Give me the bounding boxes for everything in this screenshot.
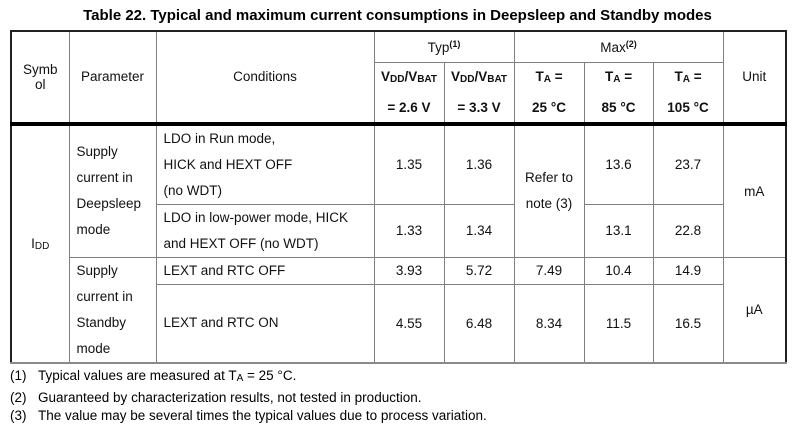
parameter-standby: Supply current in Standby mode	[68, 256, 157, 364]
text-line: 85 °C	[601, 99, 636, 115]
col-header-vdd-2v6: VDD/VBAT = 2.6 V	[373, 61, 445, 126]
footnote-ref-1: (1)	[449, 38, 461, 49]
text-line: LDO in Run mode,	[163, 130, 276, 146]
spec-table: Symb ol Parameter Conditions Typ(1) Max(…	[10, 30, 788, 364]
conditions-cell: LEXT and RTC OFF	[155, 256, 375, 285]
text-line: VDD/VBAT	[380, 68, 438, 85]
text-line: Deepsleep	[76, 196, 142, 211]
table-row: IDD Supply current in Deepsleep mode LDO…	[10, 123, 787, 364]
value-typ-2v6: 4.55	[373, 283, 445, 364]
footnote-text: Guaranteed by characterization results, …	[38, 389, 422, 405]
text-line: current in	[76, 288, 133, 304]
col-header-parameter: Parameter	[68, 30, 157, 126]
text-line: note (3)	[525, 196, 573, 211]
value-typ-2v6: 1.33	[373, 203, 445, 258]
footnotes: (1) Typical values are measured at TA = …	[10, 367, 795, 426]
col-header-typ: Typ(1)	[373, 30, 515, 63]
table-row: LDO in low-power mode, HICK and HEXT OFF…	[11, 203, 786, 258]
text-line: = 2.6 V	[387, 99, 431, 115]
value-typ-3v3: 6.48	[443, 283, 515, 364]
value-max-25: 8.34	[513, 283, 585, 364]
value-max-85: 10.4	[583, 256, 654, 285]
col-header-ta-25: TA = 25 °C	[513, 61, 585, 126]
table-title: Table 22. Typical and maximum current co…	[83, 7, 712, 24]
footnote-number: (2)	[10, 389, 27, 405]
conditions-cell: LDO in Run mode, HICK and HEXT OFF (no W…	[155, 123, 375, 205]
value-typ-3v3: 5.72	[443, 256, 515, 285]
text-line: Standby	[76, 314, 127, 330]
symbol-idd: IDD	[10, 123, 70, 364]
conditions-cell: LEXT and RTC ON	[155, 283, 375, 364]
value-max-25: 7.49	[513, 256, 585, 285]
text-line: Supply	[76, 144, 118, 159]
footnote-text: The value may be several times the typic…	[38, 408, 487, 423]
value-typ-3v3: 1.34	[443, 203, 515, 258]
text-line: current in	[76, 170, 133, 185]
value-max-85: 13.1	[583, 203, 654, 258]
footnote-1: (1) Typical values are measured at TA = …	[10, 367, 795, 389]
text-line: HICK and HEXT OFF	[163, 156, 293, 172]
value-max-105: 16.5	[652, 283, 724, 364]
value-typ-2v6: 3.93	[373, 256, 445, 285]
text-line: and HEXT OFF (no WDT)	[163, 235, 319, 251]
col-header-conditions: Conditions	[155, 30, 375, 126]
footnote-3: (3) The value may be several times the t…	[10, 407, 795, 426]
text-line: LDO in low-power mode, HICK	[163, 209, 349, 225]
text-line: TA =	[604, 68, 633, 85]
text-line: VDD/VBAT	[450, 68, 508, 85]
footnote-text: Typical values are measured at TA = 25 °…	[38, 368, 297, 384]
table-row: LEXT and RTC ON 4.55 6.48 8.34 11.5 16.5	[11, 283, 786, 364]
text-line: ol	[34, 76, 46, 92]
value-max-105: 22.8	[652, 203, 724, 258]
text-line: mode	[76, 222, 111, 237]
col-header-unit: Unit	[722, 30, 787, 126]
header-row-1: Symb ol Parameter Conditions Typ(1) Max(…	[10, 30, 787, 126]
conditions-cell: LDO in low-power mode, HICK and HEXT OFF…	[155, 203, 375, 258]
text-line: LEXT and RTC OFF	[163, 262, 286, 278]
unit-ua: µA	[722, 256, 787, 364]
footnote-number: (3)	[10, 408, 27, 423]
text-line: (no WDT)	[163, 182, 223, 198]
value-max-85: 13.6	[583, 123, 654, 205]
footnote-number: (1)	[10, 368, 27, 383]
header-row-2: VDD/VBAT = 2.6 V VDD/VBAT = 3.3 V TA = 2…	[11, 61, 786, 126]
text-line: LEXT and RTC ON	[163, 315, 279, 331]
unit-ma: mA	[722, 123, 787, 258]
value-max-105: 23.7	[652, 123, 724, 205]
footnote-ref-2: (2)	[625, 38, 637, 49]
text-line: Symb	[22, 61, 58, 77]
table-row: Supply current in Standby mode LEXT and …	[11, 256, 787, 364]
col-header-ta-85: TA = 85 °C	[583, 61, 654, 126]
parameter-deepsleep: Supply current in Deepsleep mode	[68, 123, 157, 258]
value-max-25-note: Refer to note (3)	[513, 123, 585, 258]
text-line: mode	[76, 340, 111, 356]
value-max-85: 11.5	[583, 283, 654, 364]
col-header-max: Max(2)	[513, 30, 724, 63]
text-line: Supply	[76, 262, 118, 278]
value-typ-2v6: 1.35	[373, 123, 445, 205]
col-header-vdd-3v3: VDD/VBAT = 3.3 V	[443, 61, 515, 126]
value-typ-3v3: 1.36	[443, 123, 515, 205]
text-line: 25 °C	[532, 99, 566, 115]
text-line: 105 °C	[667, 99, 709, 115]
text-line: = 3.3 V	[457, 99, 501, 115]
footnote-2: (2) Guaranteed by characterization resul…	[10, 389, 795, 408]
text-line: Refer to	[525, 170, 574, 185]
text-line: TA =	[674, 68, 702, 85]
text-line: TA =	[535, 68, 563, 85]
value-max-105: 14.9	[652, 256, 724, 285]
col-header-symbol: Symb ol	[10, 30, 70, 126]
col-header-ta-105: TA = 105 °C	[652, 61, 724, 126]
